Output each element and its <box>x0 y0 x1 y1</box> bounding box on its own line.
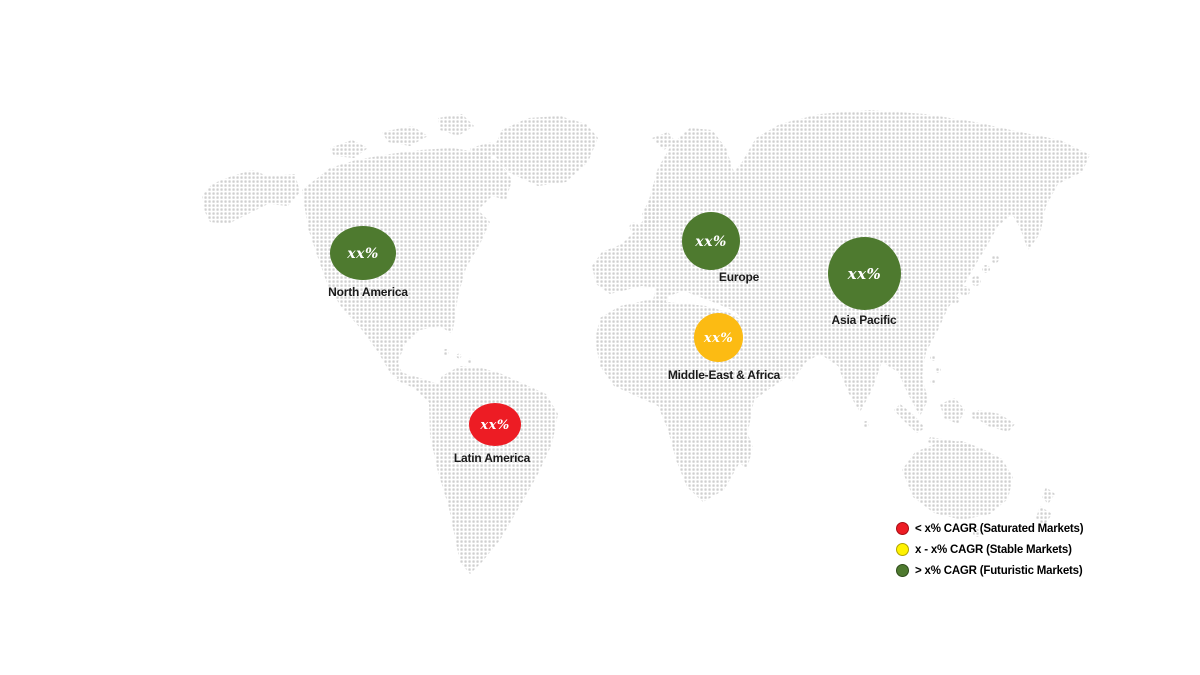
island-caribbean <box>467 358 473 364</box>
island-japan <box>960 286 970 296</box>
bubble-middle-east-africa[interactable]: xx% <box>694 313 743 362</box>
legend-label: > x% CAGR (Futuristic Markets) <box>915 564 1083 577</box>
legend-dot-red-icon <box>896 522 909 535</box>
region-label-asia-pacific: Asia Pacific <box>831 313 897 327</box>
bubble-value: xx% <box>847 265 882 283</box>
bubble-value: xx% <box>695 234 727 250</box>
island-philippines <box>935 367 941 373</box>
legend-label: < x% CAGR (Saturated Markets) <box>915 522 1084 535</box>
legend-label: x - x% CAGR (Stable Markets) <box>915 543 1072 556</box>
landmass-australia <box>902 441 1013 520</box>
bubble-value: xx% <box>480 418 510 433</box>
island-caribbean <box>456 353 462 359</box>
island-caribbean <box>443 349 449 355</box>
island-new-zealand <box>1036 487 1055 526</box>
bubble-value: xx% <box>703 331 734 346</box>
cagr-legend: < x% CAGR (Saturated Markets) x - x% CAG… <box>896 522 1084 585</box>
island-philippines <box>930 355 936 361</box>
landmass-north-america <box>302 148 512 378</box>
bubble-europe[interactable]: xx% <box>682 212 740 270</box>
island-sulawesi <box>971 411 979 419</box>
legend-row-saturated: < x% CAGR (Saturated Markets) <box>896 522 1084 535</box>
region-label-middle-east-africa: Middle-East & Africa <box>667 368 781 382</box>
landmass-alaska <box>202 170 300 224</box>
island-britain <box>642 198 660 232</box>
bubble-latin-america[interactable]: xx% <box>469 403 521 446</box>
bubble-asia-pacific[interactable]: xx% <box>828 237 901 310</box>
island-japan <box>971 276 981 286</box>
island-japan <box>991 255 999 263</box>
legend-row-stable: x - x% CAGR (Stable Markets) <box>896 543 1083 556</box>
island-philippines <box>930 379 936 385</box>
island-madagascar <box>737 432 753 469</box>
legend-row-futuristic: > x% CAGR (Futuristic Markets) <box>896 564 1083 577</box>
bubble-north-america[interactable]: xx% <box>330 226 396 280</box>
island-tasmania <box>973 529 981 537</box>
landmass-greenland <box>492 116 676 186</box>
region-label-north-america: North America <box>328 285 408 299</box>
legend-dot-green-icon <box>896 564 909 577</box>
island-japan <box>951 296 959 304</box>
region-label-latin-america: Latin America <box>453 451 531 465</box>
island-sri-lanka <box>863 421 869 427</box>
island-indonesia <box>894 398 1015 452</box>
landmass-arctic-islands <box>330 114 500 160</box>
bubble-value: xx% <box>347 246 379 262</box>
island-japan <box>982 265 990 273</box>
island-ireland <box>629 222 639 232</box>
legend-dot-yellow-icon <box>896 543 909 556</box>
region-label-europe: Europe <box>718 270 760 284</box>
landmass-south-america <box>396 366 558 574</box>
